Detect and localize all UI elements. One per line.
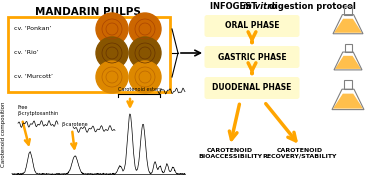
Text: GASTRIC PHASE: GASTRIC PHASE bbox=[218, 52, 286, 61]
Circle shape bbox=[96, 37, 128, 69]
Text: CAROTENOID
RECOVERY/STABILITY: CAROTENOID RECOVERY/STABILITY bbox=[263, 148, 337, 159]
Circle shape bbox=[96, 13, 128, 45]
Text: cv. ‘Murcott’: cv. ‘Murcott’ bbox=[14, 75, 53, 79]
Text: Carotenoid composition: Carotenoid composition bbox=[2, 101, 6, 167]
Text: ORAL PHASE: ORAL PHASE bbox=[225, 22, 279, 31]
Circle shape bbox=[129, 13, 161, 45]
Circle shape bbox=[129, 61, 161, 93]
Text: Free
β-crytptoxanthin: Free β-crytptoxanthin bbox=[18, 105, 59, 116]
FancyBboxPatch shape bbox=[204, 77, 299, 99]
FancyBboxPatch shape bbox=[204, 15, 299, 37]
Text: cv. ‘Rio’: cv. ‘Rio’ bbox=[14, 50, 39, 56]
Circle shape bbox=[129, 37, 161, 69]
Polygon shape bbox=[334, 19, 362, 33]
Text: Carotenoid esters: Carotenoid esters bbox=[118, 87, 162, 92]
Text: in vitro: in vitro bbox=[243, 2, 277, 11]
Text: INFOGEST: INFOGEST bbox=[210, 2, 260, 11]
FancyBboxPatch shape bbox=[204, 46, 299, 68]
Text: MANDARIN PULPS: MANDARIN PULPS bbox=[35, 7, 141, 17]
FancyBboxPatch shape bbox=[8, 17, 170, 92]
Polygon shape bbox=[333, 94, 363, 109]
Text: β-carotene: β-carotene bbox=[62, 122, 88, 127]
Text: digestion protocol: digestion protocol bbox=[266, 2, 356, 11]
Polygon shape bbox=[335, 56, 361, 69]
Text: cv. ‘Ponkan’: cv. ‘Ponkan’ bbox=[14, 26, 51, 31]
Text: DUODENAL PHASE: DUODENAL PHASE bbox=[212, 84, 292, 93]
Text: CAROTENOID
BIOACCESSIBILITY: CAROTENOID BIOACCESSIBILITY bbox=[198, 148, 262, 159]
Circle shape bbox=[96, 61, 128, 93]
